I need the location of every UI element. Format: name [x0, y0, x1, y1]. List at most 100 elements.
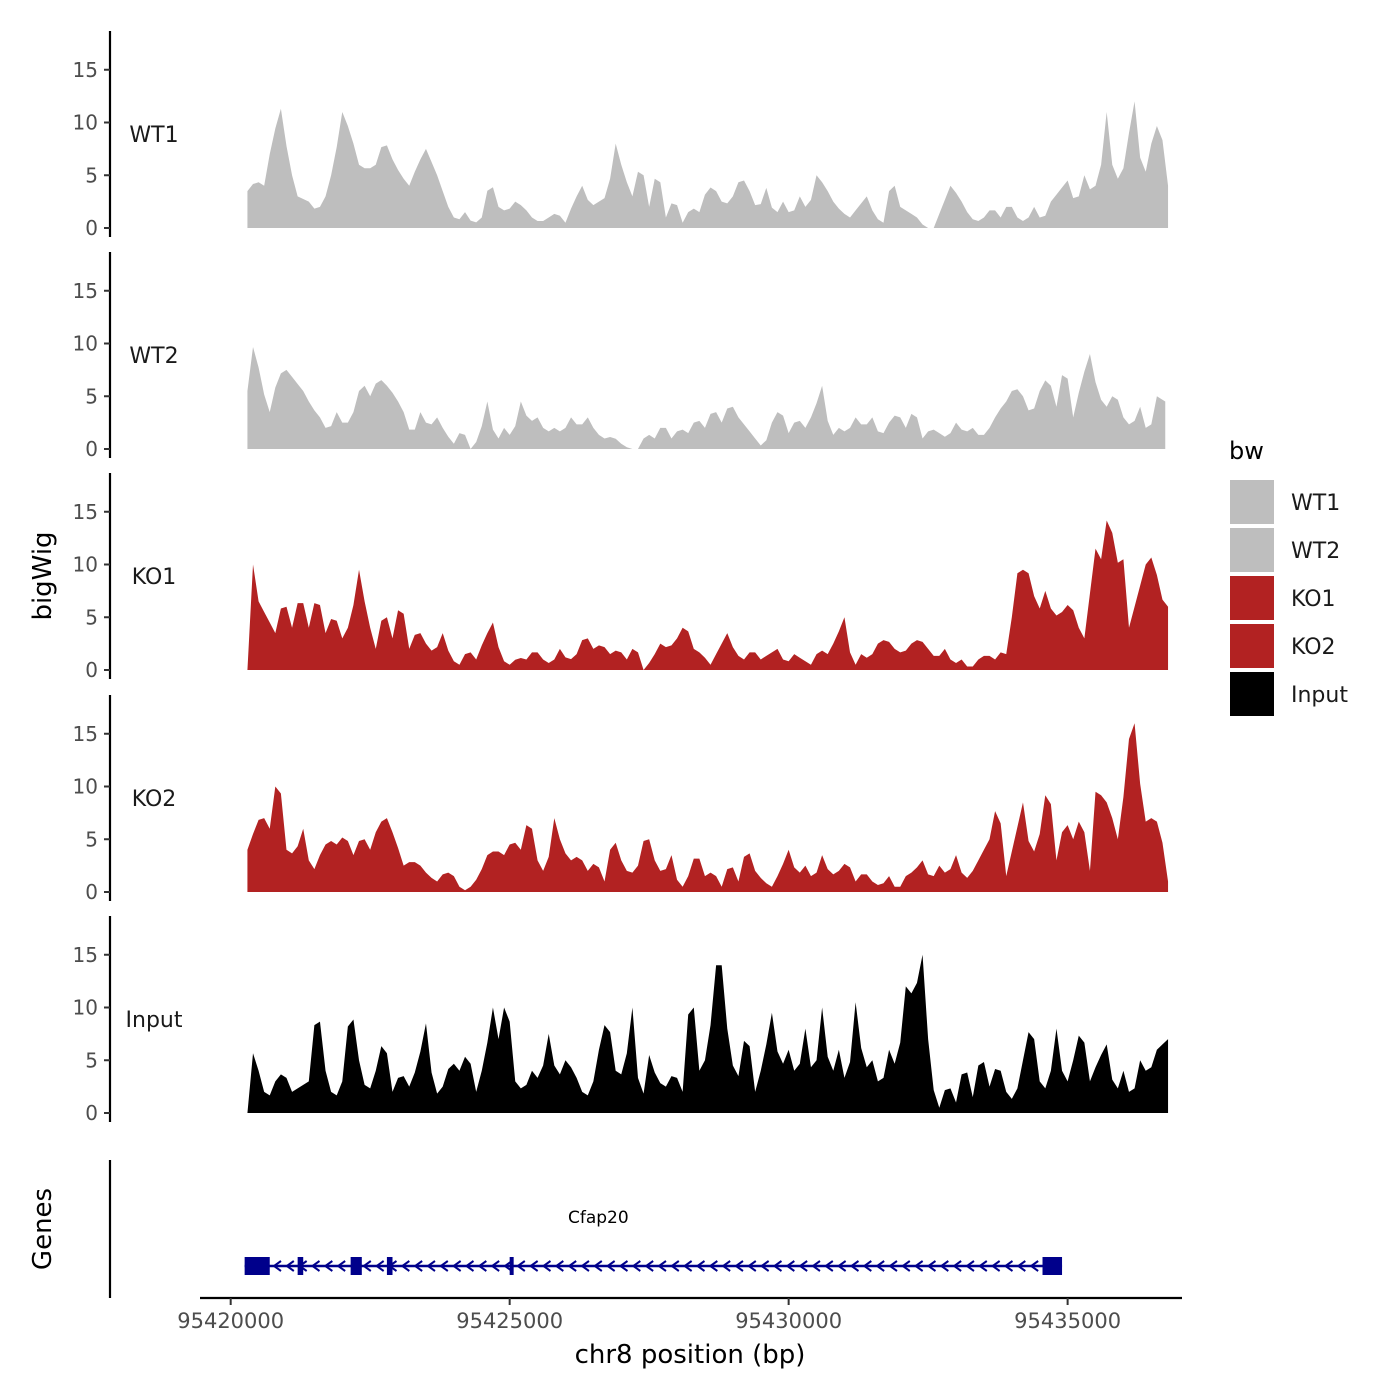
coverage-area-ko1 [247, 520, 1169, 670]
y-tick-label: 15 [73, 722, 98, 746]
exon-block [509, 1257, 514, 1275]
strand-chevron [400, 1260, 410, 1272]
track-label: Input [126, 1008, 183, 1033]
strand-chevron [990, 1260, 1001, 1272]
coverage-area-ko2 [247, 723, 1169, 892]
legend-swatch-ko2 [1230, 624, 1274, 668]
strand-chevron [875, 1260, 885, 1272]
panel-input: 0 5 10 15 Input [73, 916, 1169, 1125]
strand-chevron [721, 1260, 731, 1272]
strand-chevron [439, 1260, 449, 1272]
strand-chevron [1016, 1260, 1026, 1272]
strand-chevron [374, 1260, 385, 1272]
strand-chevron [516, 1260, 526, 1272]
strand-chevron [888, 1260, 898, 1272]
legend-label-input: Input [1291, 683, 1348, 708]
track-label: WT2 [129, 344, 178, 369]
strand-chevron [1003, 1260, 1014, 1272]
strand-chevron [772, 1260, 783, 1272]
strand-chevron [952, 1260, 962, 1272]
strand-chevron [759, 1260, 770, 1272]
strand-chevron [939, 1260, 949, 1272]
panel-wt1: 0 5 10 15 WT1 [73, 31, 1169, 240]
strand-chevron [631, 1260, 641, 1272]
exon-block [386, 1257, 393, 1275]
strand-chevron [682, 1260, 693, 1272]
legend: bw WT1 WT2 KO1 KO2 Input [1229, 437, 1348, 716]
panel-wt2: 0 5 10 15 WT2 [73, 252, 1166, 461]
strand-chevron [618, 1260, 629, 1272]
y-tick-label: 5 [85, 163, 98, 187]
x-axis: 95420000 95425000 95430000 95435000 [177, 1296, 1182, 1333]
y-tick-label: 15 [73, 943, 98, 967]
strand-chevron [901, 1260, 911, 1272]
strand-chevron [926, 1260, 937, 1272]
strand-chevron [695, 1260, 706, 1272]
y-tick-label: 5 [85, 827, 98, 851]
strand-chevron [490, 1260, 500, 1272]
strand-chevron [426, 1260, 436, 1272]
legend-label-wt1: WT1 [1291, 491, 1340, 516]
panel-ko2: 0 5 10 15 KO2 [73, 695, 1169, 904]
strand-chevron [477, 1260, 487, 1272]
y-tick-label: 0 [85, 1101, 98, 1125]
strand-chevron [272, 1260, 282, 1272]
strand-chevron [464, 1260, 475, 1272]
exon-block [350, 1257, 362, 1275]
strand-chevron [323, 1260, 333, 1272]
legend-title: bw [1229, 437, 1264, 465]
x-tick-label: 95425000 [456, 1309, 563, 1333]
y-tick-label: 0 [85, 216, 98, 240]
strand-chevron [644, 1260, 654, 1272]
legend-swatch-input [1230, 672, 1274, 716]
strand-chevron [734, 1260, 744, 1272]
strand-chevron [528, 1260, 539, 1272]
strand-chevron [567, 1260, 577, 1272]
gene-track-panel: Cfap20 [108, 1160, 1063, 1298]
strand-chevron [593, 1260, 603, 1272]
x-axis-title: chr8 position (bp) [575, 1340, 806, 1370]
panel-ko1: 0 5 10 15 KO1 [73, 473, 1169, 682]
track-label: WT1 [129, 123, 178, 148]
y-tick-label: 5 [85, 1048, 98, 1072]
strand-chevron [862, 1260, 872, 1272]
coverage-area-wt2 [247, 347, 1166, 449]
strand-chevron [824, 1260, 834, 1272]
strand-chevron [965, 1260, 975, 1272]
strand-chevron [913, 1260, 924, 1272]
strand-chevron [811, 1260, 821, 1272]
strand-chevron [413, 1260, 423, 1272]
strand-chevron [849, 1260, 860, 1272]
strand-chevron [554, 1260, 564, 1272]
strand-chevron [580, 1260, 590, 1272]
strand-chevron [605, 1260, 616, 1272]
y-tick-label: 10 [73, 111, 98, 135]
strand-chevron [362, 1260, 372, 1272]
legend-swatch-wt1 [1230, 480, 1274, 524]
x-tick-label: 95435000 [1014, 1309, 1121, 1333]
strand-chevron [708, 1260, 718, 1272]
x-tick-label: 95420000 [177, 1309, 284, 1333]
y-tick-label: 0 [85, 658, 98, 682]
x-tick-label: 95430000 [735, 1309, 842, 1333]
strand-chevron [1029, 1260, 1039, 1272]
y-tick-label: 5 [85, 605, 98, 629]
strand-chevron [670, 1260, 680, 1272]
y-tick-label: 10 [73, 553, 98, 577]
strand-chevron [451, 1260, 462, 1272]
y-tick-label: 0 [85, 437, 98, 461]
gene-cfap20: Cfap20 [244, 1208, 1063, 1275]
y-axis-title: bigWig [28, 531, 58, 620]
y-tick-label: 10 [73, 775, 98, 799]
y-tick-label: 15 [73, 279, 98, 303]
strand-chevron [836, 1260, 847, 1272]
y-tick-label: 5 [85, 384, 98, 408]
strand-chevron [541, 1260, 552, 1272]
y-tick-label: 15 [73, 58, 98, 82]
exon-block [297, 1257, 304, 1275]
strand-chevron [798, 1260, 808, 1272]
y-tick-label: 15 [73, 500, 98, 524]
strand-chevron [657, 1260, 667, 1272]
legend-label-wt2: WT2 [1291, 539, 1340, 564]
strand-chevron [310, 1260, 321, 1272]
